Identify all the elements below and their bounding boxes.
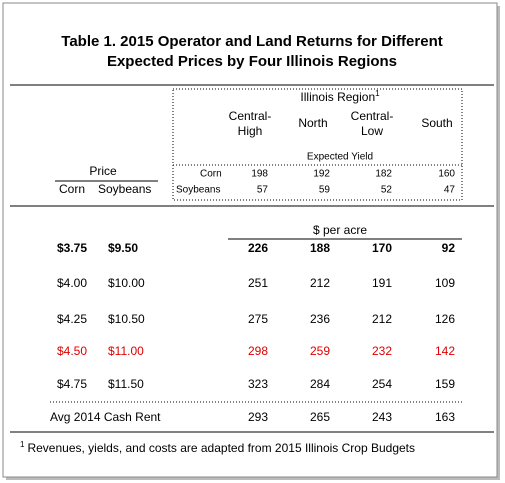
footnote-mark: 1 — [375, 89, 380, 98]
region-name: South — [421, 116, 452, 130]
return-value: 259 — [310, 344, 330, 358]
return-value: 254 — [372, 377, 392, 391]
title: Table 1. 2015 Operator and Land Returns … — [61, 33, 442, 50]
soybean-price: $11.00 — [108, 344, 144, 358]
yield-value: 160 — [438, 169, 455, 180]
cash-rent-value: 265 — [310, 410, 330, 424]
region-name: Central- — [229, 109, 272, 123]
corn-price: $3.75 — [57, 241, 87, 255]
corn-price: $4.00 — [57, 276, 87, 290]
yield-label: Expected Yield — [307, 152, 373, 163]
cash-rent-value: 163 — [435, 410, 455, 424]
crop-label: Soybeans — [176, 185, 220, 196]
return-value: 323 — [248, 377, 268, 391]
return-value: 298 — [248, 344, 268, 358]
return-value: 212 — [372, 312, 392, 326]
region-header: Illinois Region1 — [300, 89, 380, 104]
footnote: 1 Revenues, yields, and costs are adapted… — [20, 440, 415, 455]
return-value: 226 — [248, 241, 268, 255]
soybean-price: $10.00 — [108, 276, 145, 290]
footnote-mark: 1 — [20, 440, 25, 449]
cash-rent-label: Avg 2014 Cash Rent — [50, 410, 161, 424]
footnote-text: Revenues, yields, and costs are adapted … — [27, 441, 415, 455]
cash-rent-value: 293 — [248, 410, 268, 424]
return-value: 109 — [435, 276, 455, 290]
soybean-price: $11.50 — [108, 377, 144, 391]
return-value: 212 — [310, 276, 330, 290]
corn-price: $4.50 — [57, 344, 87, 358]
price-col: Corn — [59, 182, 85, 196]
return-value: 232 — [372, 344, 392, 358]
return-value: 236 — [310, 312, 330, 326]
yield-value: 57 — [257, 185, 269, 196]
cash-rent-value: 243 — [372, 410, 392, 424]
region-name: Low — [361, 124, 383, 138]
soybean-price: $10.50 — [108, 312, 145, 326]
return-value: 188 — [310, 241, 330, 255]
crop-label: Corn — [200, 169, 222, 180]
return-value: 191 — [372, 276, 392, 290]
return-value: 159 — [435, 377, 455, 391]
region-name: North — [298, 116, 327, 130]
yield-value: 47 — [444, 185, 456, 196]
return-value: 251 — [248, 276, 268, 290]
region-name: Central- — [351, 109, 394, 123]
soybean-price: $9.50 — [108, 241, 138, 255]
yield-value: 198 — [251, 169, 268, 180]
return-value: 92 — [442, 241, 456, 255]
unit: $ per acre — [313, 223, 367, 237]
region-box — [172, 88, 463, 201]
region-header-text: Illinois Region — [300, 90, 375, 104]
yield-value: 52 — [381, 185, 393, 196]
title: Expected Prices by Four Illinois Regions — [107, 53, 397, 70]
price-header: Price — [89, 164, 117, 178]
return-value: 284 — [310, 377, 330, 391]
frame — [2, 2, 498, 478]
yield-value: 59 — [319, 185, 331, 196]
price-col: Soybeans — [98, 182, 151, 196]
return-value: 142 — [435, 344, 455, 358]
return-value: 170 — [372, 241, 392, 255]
corn-price: $4.25 — [57, 312, 87, 326]
return-value: 275 — [248, 312, 268, 326]
region-name: High — [238, 124, 263, 138]
yield-value: 192 — [313, 169, 330, 180]
return-value: 126 — [435, 312, 455, 326]
yield-value: 182 — [375, 169, 392, 180]
corn-price: $4.75 — [57, 377, 87, 391]
